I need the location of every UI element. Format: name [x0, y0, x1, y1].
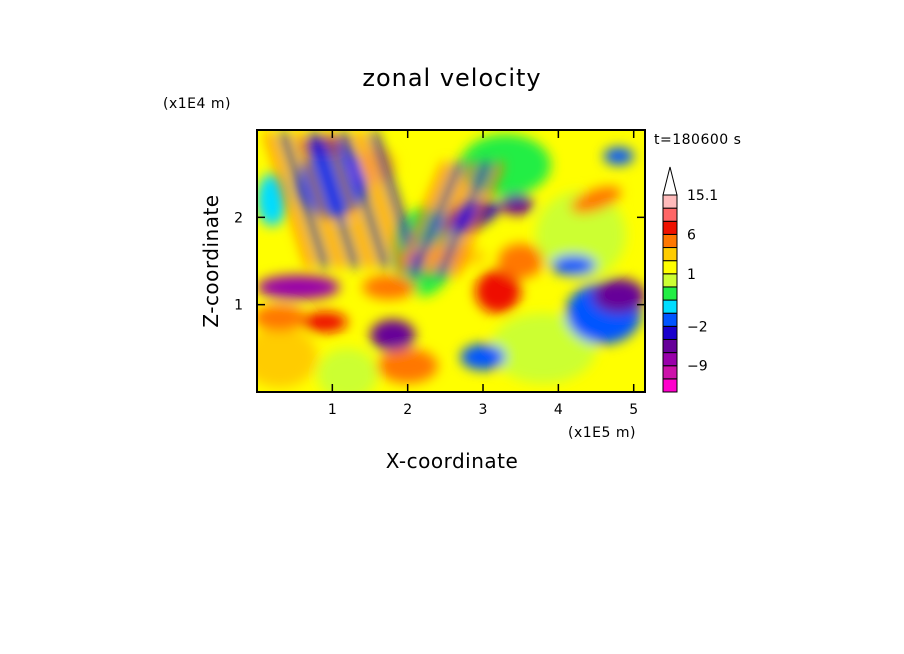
- field-blob: [490, 313, 597, 384]
- colorbar-swatch: [662, 233, 678, 249]
- x-axis: 1 2 3 4 5: [328, 130, 638, 418]
- field-stripes: [264, 130, 504, 278]
- field-stripe: [310, 130, 359, 269]
- field-stripe: [355, 130, 404, 269]
- colorbar-swatch: [662, 365, 678, 380]
- colorbar-swatch: [662, 286, 678, 301]
- field-blob: [317, 348, 378, 392]
- colorbar-swatch: [662, 273, 678, 288]
- field-blob: [362, 274, 416, 300]
- field-blob: [475, 269, 521, 314]
- field-stripe: [450, 161, 504, 278]
- field-stripe: [264, 130, 314, 269]
- field-stripe: [370, 130, 419, 269]
- velocity-field: [257, 130, 645, 392]
- x-tick-label: 2: [403, 402, 412, 418]
- colorbar-swatch: [662, 325, 678, 340]
- colorbar: 15.1 6 1 −2 −9: [662, 166, 718, 393]
- field-blob: [570, 186, 622, 214]
- field-blob: [257, 304, 306, 331]
- y-tick-label: 2: [234, 210, 243, 226]
- field-blob: [500, 193, 534, 215]
- field-blob: [257, 326, 318, 388]
- colorbar-swatch: [662, 194, 678, 209]
- field-stripe: [279, 130, 329, 269]
- colorbar-label: 6: [687, 227, 696, 243]
- field-stripe: [340, 130, 389, 269]
- x-tick-label: 1: [328, 402, 337, 418]
- colorbar-extend-arrow: [662, 166, 678, 196]
- field-stripe: [396, 161, 449, 278]
- colorbar-swatch: [662, 338, 678, 354]
- colorbar-swatch: [662, 247, 678, 262]
- plot-area: [256, 129, 646, 393]
- field-stripe: [423, 161, 476, 278]
- y-axis: 12: [234, 210, 645, 314]
- field-stripe: [294, 130, 344, 269]
- field-blob: [377, 348, 438, 384]
- field-blob: [370, 319, 416, 351]
- colorbar-swatch: [662, 312, 678, 327]
- x-tick-label: 4: [554, 402, 563, 418]
- y-unit-label: (x1E4 m): [163, 96, 231, 112]
- field-stripe: [325, 130, 374, 269]
- x-unit-label: (x1E5 m): [568, 425, 636, 441]
- colorbar-swatch: [662, 260, 678, 275]
- colorbar-swatch: [662, 378, 678, 393]
- field-blob: [535, 191, 627, 279]
- x-axis-label: X-coordinate: [386, 449, 519, 473]
- field-stripe: [410, 161, 463, 278]
- colorbar-label: 1: [687, 267, 696, 283]
- field-blob: [460, 343, 506, 371]
- colorbar-swatch: [662, 299, 678, 314]
- colorbar-label: −9: [687, 359, 708, 375]
- chart-title: zonal velocity: [362, 64, 541, 92]
- field-blob: [302, 311, 348, 333]
- field-blob: [603, 147, 634, 165]
- colorbar-label: −2: [687, 319, 708, 335]
- field-blob: [257, 173, 288, 227]
- field-blob: [498, 243, 544, 279]
- colorbar-label: 15.1: [687, 188, 718, 204]
- field-blob: [302, 138, 348, 157]
- field-stripe: [437, 161, 490, 278]
- x-tick-label: 3: [479, 402, 488, 418]
- colorbar-swatch: [662, 352, 678, 367]
- field-blob: [592, 278, 645, 314]
- colorbar-swatch: [662, 207, 678, 222]
- y-tick-label: 1: [234, 298, 243, 314]
- colorbar-swatch: [662, 220, 678, 235]
- field-blob: [257, 274, 340, 300]
- y-axis-label: Z-coordinate: [199, 194, 223, 327]
- x-tick-label: 5: [629, 402, 638, 418]
- plot-frame: [256, 129, 646, 393]
- time-label: t=180600 s: [654, 132, 741, 148]
- field-blob: [550, 254, 597, 276]
